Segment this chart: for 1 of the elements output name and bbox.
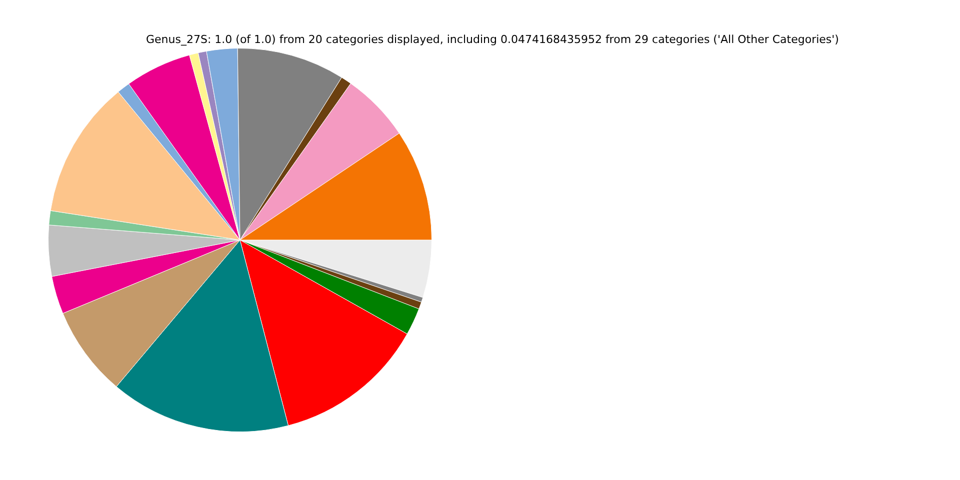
text: Genus_27S: 1.0 (of 1.0) from 20 categories displayed, including 0.0474168435952 from 29 categories ('All Other Categories') bbox=[145, 33, 840, 46]
